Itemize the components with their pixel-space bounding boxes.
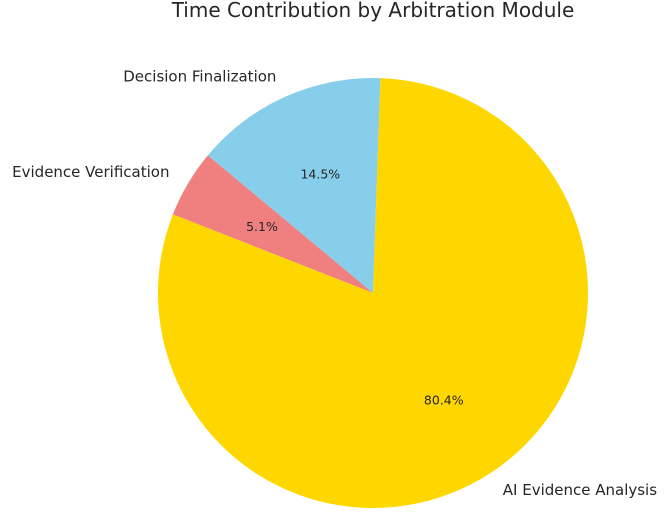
pie-slices xyxy=(157,78,588,508)
pie-slice-decision-finalization xyxy=(207,78,381,293)
pie-slice-evidence-verification xyxy=(172,155,373,293)
pie-labels: 14.5% Decision Finalization 5.1% Evidence V… xyxy=(12,68,657,500)
pie-slice-ai-evidence-analysis xyxy=(157,78,588,508)
pct-label-ai-evidence-analysis: 80.4% xyxy=(424,392,464,407)
pct-label-decision-finalization: 14.5% xyxy=(300,167,340,182)
slice-label-decision-finalization: Decision Finalization xyxy=(123,68,276,86)
slice-label-ai-evidence-analysis: AI Evidence Analysis xyxy=(503,481,657,499)
pct-label-evidence-verification: 5.1% xyxy=(246,219,278,234)
slice-label-evidence-verification: Evidence Verification xyxy=(12,163,169,181)
chart-title: Time Contribution by Arbitration Module xyxy=(171,0,575,22)
